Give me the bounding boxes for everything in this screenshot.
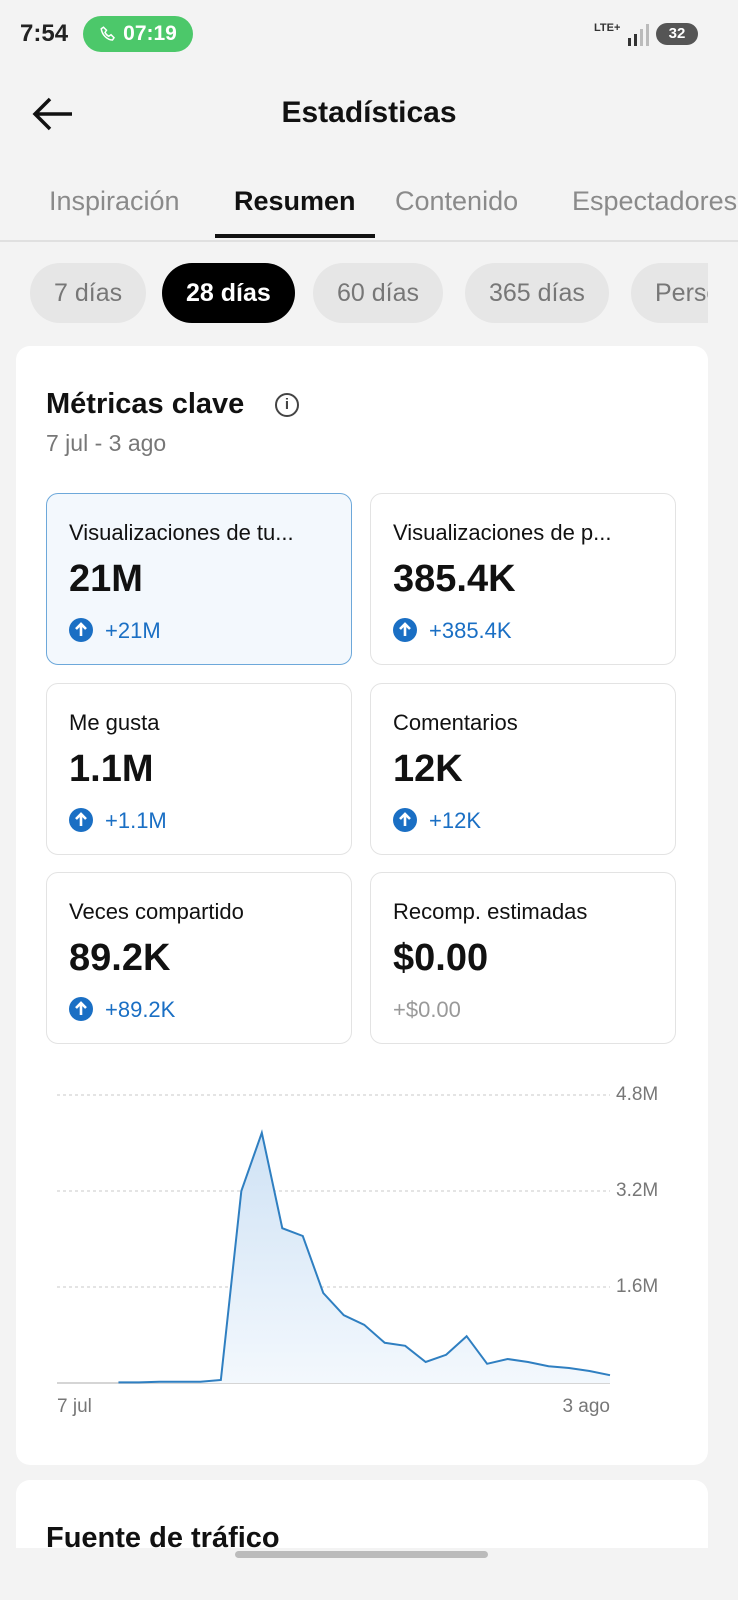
metric-change: +385.4K	[429, 618, 512, 643]
clock: 7:54	[20, 20, 69, 47]
y-tick-label: 3.2M	[616, 1180, 658, 1201]
home-indicator[interactable]	[235, 1551, 488, 1558]
metric-label: Veces compartido	[69, 899, 244, 924]
x-tick-label: 7 jul	[57, 1396, 92, 1417]
area	[118, 1132, 610, 1383]
chart: 1.6M 3.2M 4.8M 7 jul 3 ago	[57, 1084, 658, 1417]
tab[interactable]: Contenido	[395, 186, 519, 216]
back-button[interactable]	[30, 94, 76, 134]
metric-change: +21M	[105, 618, 161, 643]
tab[interactable]: Espectadores	[572, 186, 738, 216]
metric-label: Comentarios	[393, 709, 518, 735]
arrow	[399, 811, 411, 826]
metric-value: 89.2K	[69, 937, 171, 979]
call-timer: 07:19	[123, 22, 177, 45]
metric-card[interactable]: Visualizaciones de p... 385.4K +385.4K	[370, 493, 676, 665]
section-title: Fuente de tráfico	[46, 1522, 280, 1548]
metric-label: Visualizaciones de p...	[393, 520, 612, 545]
section-title: Métricas clave	[46, 388, 245, 420]
metric-value: 385.4K	[393, 558, 516, 600]
period-chip[interactable]: 7 días	[30, 263, 147, 323]
trend-up-icon	[69, 807, 93, 832]
phone-icon	[100, 26, 116, 41]
arrow	[75, 1001, 87, 1015]
signal-icon	[628, 24, 649, 46]
battery: 32	[656, 23, 698, 45]
date-range: 7 jul - 3 ago	[46, 430, 167, 456]
period-chip[interactable]: 365 días	[465, 263, 609, 323]
tab-indicator	[215, 234, 375, 238]
metric-value: 12K	[393, 747, 463, 790]
period-chip[interactable]: Personalizado	[631, 263, 708, 323]
y-tick-label: 4.8M	[616, 1084, 658, 1105]
metric-change: +12K	[429, 807, 481, 833]
metric-value: 1.1M	[69, 747, 154, 790]
trend-up-icon	[69, 618, 93, 642]
arrow	[75, 622, 87, 636]
page-title: Estadísticas	[281, 96, 457, 129]
metric-card[interactable]: Visualizaciones de tu... 21M +21M	[46, 493, 352, 665]
metric-value: 21M	[69, 558, 143, 600]
metric-card[interactable]: Recomp. estimadas $0.00 +$0.00	[370, 872, 676, 1044]
call-pill[interactable]: 07:19	[83, 16, 193, 52]
tab[interactable]: Inspiración	[49, 186, 180, 216]
period-chip[interactable]: 28 días	[162, 263, 295, 323]
metric-label: Recomp. estimadas	[393, 899, 588, 924]
trend-up-icon	[69, 997, 93, 1021]
metric-card[interactable]: Comentarios 12K +12K	[370, 682, 676, 855]
metric-label: Visualizaciones de tu...	[69, 520, 294, 545]
metric-change: +$0.00	[393, 997, 461, 1022]
metric-change: +89.2K	[105, 997, 176, 1022]
metric-label: Me gusta	[69, 709, 160, 735]
tab[interactable]: Resumen	[234, 186, 356, 216]
line	[118, 1129, 611, 1384]
content: 7:54 07:19 LTE+ 32 Estadísticas Inspirac…	[0, 16, 738, 1548]
info-icon[interactable]: i	[275, 393, 299, 417]
trend-up-icon	[393, 618, 417, 642]
metric-change: +1.1M	[105, 807, 167, 833]
trend-up-icon	[393, 807, 417, 832]
network: LTE+	[594, 22, 621, 34]
period-chip[interactable]: 60 días	[313, 263, 444, 323]
metric-card[interactable]: Veces compartido 89.2K +89.2K	[46, 872, 352, 1044]
x-tick-label: 3 ago	[562, 1396, 610, 1417]
metric-card[interactable]: Me gusta 1.1M +1.1M	[46, 682, 352, 855]
traffic-card	[16, 1480, 708, 1548]
tab-bar: Inspiración Resumen Contenido Espectadores	[0, 180, 738, 242]
arrow	[399, 622, 411, 636]
metric-value: $0.00	[393, 937, 489, 979]
y-tick-label: 1.6M	[616, 1276, 658, 1297]
arrow	[75, 811, 87, 826]
